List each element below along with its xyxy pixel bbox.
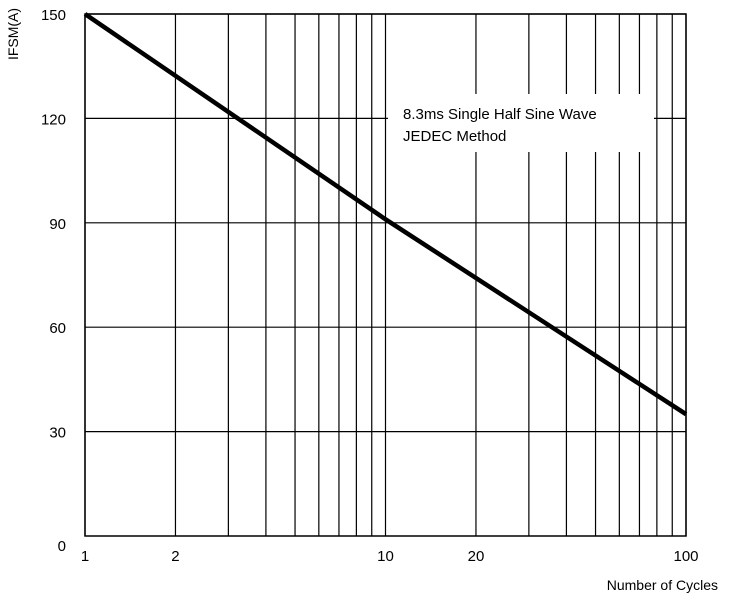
x-tick-label: 2	[171, 548, 179, 565]
y-tick-label: 90	[49, 216, 66, 233]
tick-labels: 1 2 10 20 100 0 30 60 90 120 150	[41, 7, 699, 565]
y-tick-label: 150	[41, 7, 66, 24]
y-tick-label: 60	[49, 320, 66, 337]
data-series	[83, 12, 688, 417]
x-tick-label: 100	[673, 548, 698, 565]
annotation-line-2: JEDEC Method	[403, 128, 506, 145]
y-tick-label: 120	[41, 111, 66, 128]
y-tick-label: 0	[58, 538, 66, 555]
y-axis-label: IFSM(A)	[5, 8, 21, 60]
x-tick-label: 10	[377, 548, 394, 565]
x-tick-label: 20	[468, 548, 485, 565]
x-axis-label: Number of Cycles	[607, 577, 718, 593]
plot-frame	[84, 13, 687, 537]
annotation-box	[388, 94, 654, 152]
x-tick-label: 1	[81, 548, 89, 565]
grid-lines	[84, 13, 687, 536]
y-tick-label: 30	[49, 425, 66, 442]
annotation-line-1: 8.3ms Single Half Sine Wave	[403, 106, 597, 123]
series-line	[83, 12, 688, 417]
